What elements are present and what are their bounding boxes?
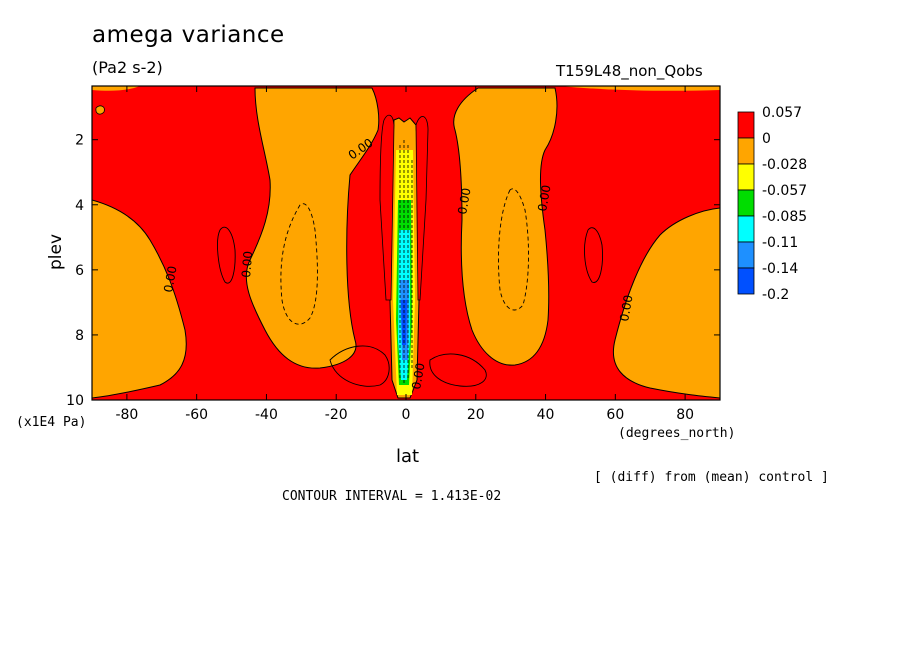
y-tick-label: 8 (75, 328, 84, 344)
plot-area: 0.00 0.00 0.00 0.00 0.00 0.00 0.00 (92, 86, 720, 400)
contour-label: 0.00 (455, 187, 473, 216)
colorbar-label: 0 (762, 131, 771, 147)
x-tick-label: -60 (185, 407, 208, 423)
x-axis-unit: (degrees_north) (618, 426, 736, 441)
x-tick-label: -80 (115, 407, 138, 423)
contour-label: 0.00 (161, 265, 179, 294)
colorbar-label: -0.2 (762, 287, 789, 303)
x-axis-ticks: -80 -60 -40 -20 0 20 40 60 80 (115, 86, 694, 423)
top-orange-blip-2 (560, 86, 720, 91)
contour-label: 0.00 (535, 184, 553, 213)
orange-region-sh-mid (245, 87, 380, 369)
colorbar: 0.057 0 -0.028 -0.057 -0.085 -0.11 -0.14 -0.2 (737, 105, 807, 303)
y-tick-label: 4 (75, 198, 84, 214)
solid-contour-lower-right (429, 353, 487, 387)
colorbar-swatch (737, 111, 755, 139)
solid-contour-lower-left (329, 345, 390, 387)
diff-note: [ (diff) from (mean) control ] (594, 470, 829, 485)
colorbar-label: -0.057 (762, 183, 807, 199)
run-name: T159L48_non_Qobs (556, 62, 703, 80)
contour-label: 0.00 (409, 362, 427, 391)
equatorial-dashed-contours (399, 140, 413, 385)
x-tick-label: 80 (676, 407, 694, 423)
colorbar-swatch (737, 241, 755, 269)
x-tick-label: 40 (537, 407, 555, 423)
solid-contour-sh (217, 226, 236, 284)
orange-region-nh-polar (613, 207, 720, 399)
colorbar-label: -0.085 (762, 209, 807, 225)
y-tick-label: 2 (75, 133, 84, 149)
solid-contour-nh (584, 227, 603, 283)
colorbar-swatch (737, 267, 755, 295)
red-spike-right (415, 116, 429, 301)
colorbar-swatch (737, 189, 755, 217)
contour-label: 0.00 (239, 250, 255, 278)
y-axis-unit: (x1E4 Pa) (16, 415, 87, 430)
colorbar-swatch (737, 137, 755, 165)
y-axis-ticks: 2 4 6 8 10 (66, 133, 720, 409)
colorbar-label: -0.028 (762, 157, 807, 173)
x-tick-label: -40 (255, 407, 278, 423)
y-tick-label: 10 (66, 393, 84, 409)
colorbar-label: -0.11 (762, 235, 798, 251)
dashed-contour-1 (280, 203, 318, 325)
red-spike-left (379, 114, 395, 301)
orange-region-nh-mid (453, 87, 558, 366)
x-tick-label: 60 (606, 407, 624, 423)
colorbar-label: -0.14 (762, 261, 798, 277)
colorbar-label: 0.057 (762, 105, 802, 121)
y-tick-label: 6 (75, 263, 84, 279)
chart-units: (Pa2 s-2) (92, 58, 163, 77)
top-orange-blip (92, 86, 140, 91)
orange-region-sh-polar (92, 199, 187, 399)
contour-interval: CONTOUR INTERVAL = 1.413E-02 (282, 489, 502, 504)
chart-title: amega variance (92, 22, 285, 48)
colorbar-swatch (737, 215, 755, 243)
contour-label: 0.00 (617, 294, 635, 323)
x-tick-label: 20 (467, 407, 485, 423)
colorbar-swatch (737, 163, 755, 191)
x-axis-label: lat (396, 446, 420, 467)
small-orange-island (95, 105, 105, 115)
x-tick-label: 0 (402, 407, 411, 423)
x-tick-label: -20 (325, 407, 348, 423)
